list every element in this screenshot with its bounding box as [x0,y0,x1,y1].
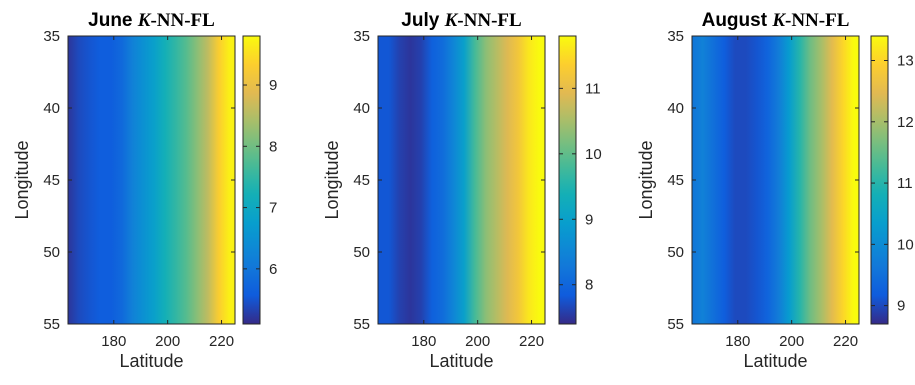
colorbar [243,36,260,324]
y-axis-label: Longitude [12,140,32,219]
title-k: K [771,10,786,31]
x-tick-label: 180 [725,333,750,350]
y-tick-label: 40 [353,100,370,117]
panel-3: 35 40 45 50 55 180 200 220 Latitude Longitude Augu… [636,10,914,371]
colorbar-frame [558,35,577,325]
title-method: -NN-FL [150,10,214,31]
y-tick-label: 35 [353,28,370,45]
colorbar-frame [870,35,889,325]
colorbar-tick-label: 11 [897,175,913,192]
y-tick-label: 35 [43,28,60,45]
title-month: June [88,10,138,31]
x-tick-label: 220 [209,333,234,350]
colorbar-tick-label: 12 [897,114,914,131]
x-axis-label: Latitude [743,351,807,371]
title-month: August [702,10,773,31]
heatmap-surface [692,36,859,324]
chart-title: August K-NN-FL [702,10,850,31]
x-tick-label: 220 [833,333,858,350]
colorbar-tick-label: 7 [269,200,277,217]
chart-title: June K-NN-FL [88,10,215,31]
colorbar-frame [242,35,261,325]
title-k: K [137,10,152,31]
heatmap-surface [378,36,545,324]
y-tick-label: 50 [43,244,60,261]
title-month: July [401,10,444,31]
colorbar-tick-label: 9 [585,211,593,228]
x-axis-label: Latitude [119,351,183,371]
y-axis-label: Longitude [636,140,656,219]
title-k: K [444,10,459,31]
heatmap-surface [68,36,235,324]
y-tick-label: 55 [667,316,684,333]
title-method: -NN-FL [785,10,849,31]
colorbar-tick-label: 9 [897,298,905,315]
x-tick-label: 200 [465,333,490,350]
colorbar-tick-label: 11 [585,80,601,97]
y-tick-label: 40 [43,100,60,117]
y-axis-label: Longitude [322,140,342,219]
y-tick-label: 45 [43,172,60,189]
y-tick-label: 55 [353,316,370,333]
x-axis-label: Latitude [429,351,493,371]
colorbar-tick-label: 9 [269,77,277,94]
chart-title: July K-NN-FL [401,10,521,31]
y-tick-label: 45 [667,172,684,189]
colorbar [559,36,576,324]
x-tick-label: 180 [101,333,126,350]
y-tick-label: 45 [353,172,370,189]
colorbar-tick-label: 8 [269,138,277,155]
panel-2: 35 40 45 50 55 180 200 220 Latitude Longitude July… [322,10,602,371]
y-tick-label: 35 [667,28,684,45]
y-tick-label: 50 [353,244,370,261]
colorbar-tick-label: 13 [897,53,914,70]
y-tick-label: 40 [667,100,684,117]
x-tick-label: 200 [779,333,804,350]
x-tick-label: 180 [411,333,436,350]
colorbar [871,36,888,324]
y-tick-label: 50 [667,244,684,261]
panel-1: 35 40 45 50 55 180 200 220 Latitude Longitude June… [12,10,277,371]
colorbar-tick-label: 10 [897,236,914,253]
title-method: -NN-FL [457,10,521,31]
y-tick-label: 55 [43,316,60,333]
colorbar-tick-label: 8 [585,277,593,294]
colorbar-tick-label: 10 [585,146,602,163]
colorbar-tick-label: 6 [269,261,277,278]
x-tick-label: 200 [155,333,180,350]
x-tick-label: 220 [519,333,544,350]
